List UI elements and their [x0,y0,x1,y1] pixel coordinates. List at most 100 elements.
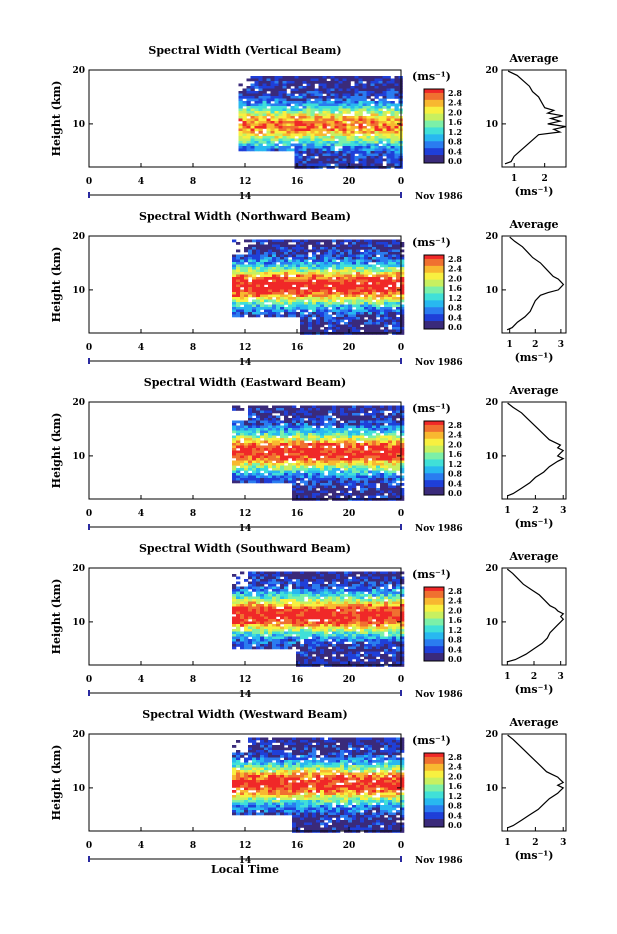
heatmap-cell [280,592,284,595]
heatmap-cell [380,275,384,278]
heatmap-cell [296,466,300,469]
heatmap-cell [316,584,320,587]
heatmap-cell [347,139,351,142]
heatmap-cell [316,280,320,283]
heatmap-cell [388,267,392,270]
heatmap-cell [256,290,260,293]
heatmap-cell [367,89,371,92]
heatmap-cell [344,441,348,444]
heatmap-cell [287,126,291,129]
heatmap-cell [272,473,276,476]
heatmap-cell [268,582,272,585]
heatmap-cell [283,121,287,124]
heatmap-cell [312,252,316,255]
heatmap-cell [372,305,376,308]
heatmap-cell [316,240,320,243]
heatmap-cell [240,297,244,300]
heatmap-cell [280,587,284,590]
heatmap-cell [336,320,340,323]
heatmap-cell [392,431,396,434]
heatmap-cell [347,124,351,127]
heatmap-cell [272,295,276,298]
x-tick-label: 0 [398,343,404,353]
heatmap-cell [328,461,332,464]
heatmap-cell [311,146,315,149]
heatmap-cell [396,421,400,424]
heatmap-cell [263,109,267,112]
heatmap-cell [336,599,340,602]
heatmap-cell [240,270,244,273]
heatmap-cell [312,327,316,330]
heatmap-cell [320,488,324,491]
heatmap-cell [375,81,379,84]
heatmap-cell [284,423,288,426]
heatmap-cell [367,116,371,119]
heatmap-cell [264,458,268,461]
heatmap-cell [296,413,300,416]
heatmap-cell [292,260,296,263]
heatmap-cell [264,277,268,280]
heatmap-cell [304,461,308,464]
heatmap-cell [316,579,320,582]
heatmap-cell [355,91,359,94]
heatmap-cell [296,421,300,424]
heatmap-cell [344,428,348,431]
heatmap-cell [376,277,380,280]
heatmap-cell [328,597,332,600]
heatmap-cell [336,441,340,444]
heatmap-cell [371,144,375,147]
heatmap-cell [355,131,359,134]
heatmap-cell [364,250,368,253]
heatmap-cell [264,413,268,416]
heatmap-cell [232,453,236,456]
heatmap-cell [328,456,332,459]
heatmap-cell [392,285,396,288]
heatmap-cell [276,285,280,288]
heatmap-cell [319,94,323,97]
heatmap-cell [320,428,324,431]
heatmap-cell [324,416,328,419]
heatmap-cell [272,589,276,592]
heatmap-cell [351,149,355,152]
heatmap-cell [383,144,387,147]
heatmap-cell [263,141,267,144]
heatmap-cell [348,247,352,250]
heatmap-cell [271,134,275,137]
heatmap-cell [236,436,240,439]
heatmap-cell [375,161,379,164]
heatmap-cell [264,270,268,273]
heatmap-cell [332,463,336,466]
heatmap-cell [260,245,264,248]
heatmap-cell [344,488,348,491]
heatmap-cell [360,602,364,605]
heatmap-cell [308,285,312,288]
heatmap-cell [371,114,375,117]
heatmap-cell [352,265,356,268]
heatmap-cell [363,84,367,87]
heatmap-cell [343,79,347,82]
heatmap-cell [315,129,319,132]
heatmap-cell [252,280,256,283]
heatmap-cell [256,428,260,431]
heatmap-cell [260,481,264,484]
heatmap-cell [247,134,251,137]
heatmap-cell [296,431,300,434]
heatmap-cell [272,277,276,280]
heatmap-cell [280,458,284,461]
heatmap-cell [368,317,372,320]
heatmap-cell [340,461,344,464]
heatmap-cell [316,421,320,424]
heatmap-cell [284,441,288,444]
average-y-tick-label: 10 [485,120,498,130]
heatmap-cell [312,315,316,318]
heatmap-cell [384,458,388,461]
heatmap-cell [328,577,332,580]
heatmap-cell [308,406,312,409]
heatmap-cell [388,302,392,305]
heatmap-cell [328,594,332,597]
average-y-tick-label: 20 [485,66,498,76]
heatmap-cell [324,458,328,461]
heatmap-cell [368,250,372,253]
heatmap-cell [331,91,335,94]
heatmap-cell [392,443,396,446]
